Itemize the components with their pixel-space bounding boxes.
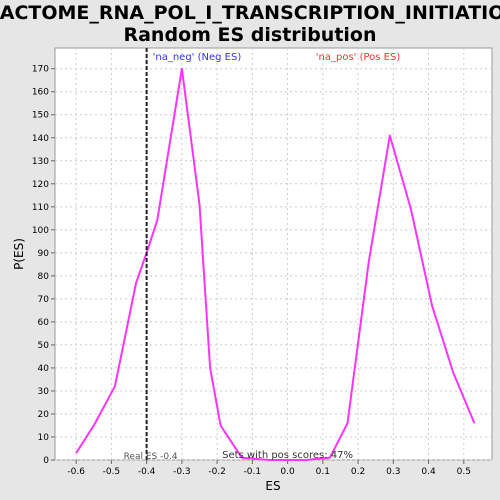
y-tick-label: 90: [38, 249, 50, 259]
x-tick-label: -0.4: [138, 467, 156, 477]
x-tick-label: 0.4: [421, 467, 436, 477]
x-tick-label: -0.2: [208, 467, 226, 477]
y-tick-label: 20: [38, 410, 50, 420]
y-tick-label: 150: [32, 111, 49, 121]
y-tick-label: 50: [38, 341, 50, 351]
y-tick-label: 160: [32, 88, 49, 98]
legend-pos-es: 'na_pos' (Pos ES): [316, 52, 401, 63]
series-line-pos-es: [305, 134, 476, 461]
chart-title-line-2: Random ES distribution: [123, 24, 376, 46]
x-tick-label: -0.3: [173, 467, 191, 477]
chart-title-line-1: REACTOME_RNA_POL_I_TRANSCRIPTION_INITIAT…: [0, 2, 500, 24]
y-tick-label: 100: [32, 226, 49, 236]
x-tick-label: 0.0: [280, 467, 295, 477]
x-tick-label: 0.2: [351, 467, 365, 477]
series-line-neg-es: [75, 67, 306, 461]
tick-labels: -0.6 -0.5 -0.4 -0.3 -0.2 -0.1 0.0 0.1 0.2 0.3 0.4 0…: [32, 65, 471, 477]
x-tick-label: 0.1: [316, 467, 330, 477]
axes: [51, 68, 465, 464]
y-tick-label: 120: [32, 180, 49, 190]
plot-area: [54, 47, 493, 461]
y-tick-label: 140: [32, 134, 49, 144]
series-layer: [75, 67, 476, 461]
y-tick-label: 80: [38, 272, 50, 282]
pos-scores-annotation: Sets with pos scores: 47%: [222, 450, 353, 461]
y-tick-label: 170: [32, 65, 49, 75]
y-tick-label: 70: [38, 295, 50, 305]
y-tick-label: 10: [38, 433, 50, 443]
x-tick-label: -0.5: [103, 467, 121, 477]
x-tick-label: 0.5: [457, 467, 471, 477]
y-tick-label: 40: [38, 364, 50, 374]
real-es-label: Real ES -0.4: [124, 452, 178, 462]
x-tick-label: 0.3: [386, 467, 400, 477]
x-tick-label: -0.1: [244, 467, 262, 477]
y-tick-label: 0: [43, 456, 49, 466]
y-tick-label: 110: [32, 203, 49, 213]
x-axis-label: ES: [265, 479, 280, 493]
legend-neg-es: 'na_neg' (Neg ES): [153, 52, 242, 63]
x-tick-label: -0.6: [67, 467, 85, 477]
y-axis-label: P(ES): [12, 238, 26, 270]
y-tick-label: 130: [32, 157, 49, 167]
y-tick-label: 30: [38, 387, 50, 397]
y-tick-label: 60: [38, 318, 50, 328]
